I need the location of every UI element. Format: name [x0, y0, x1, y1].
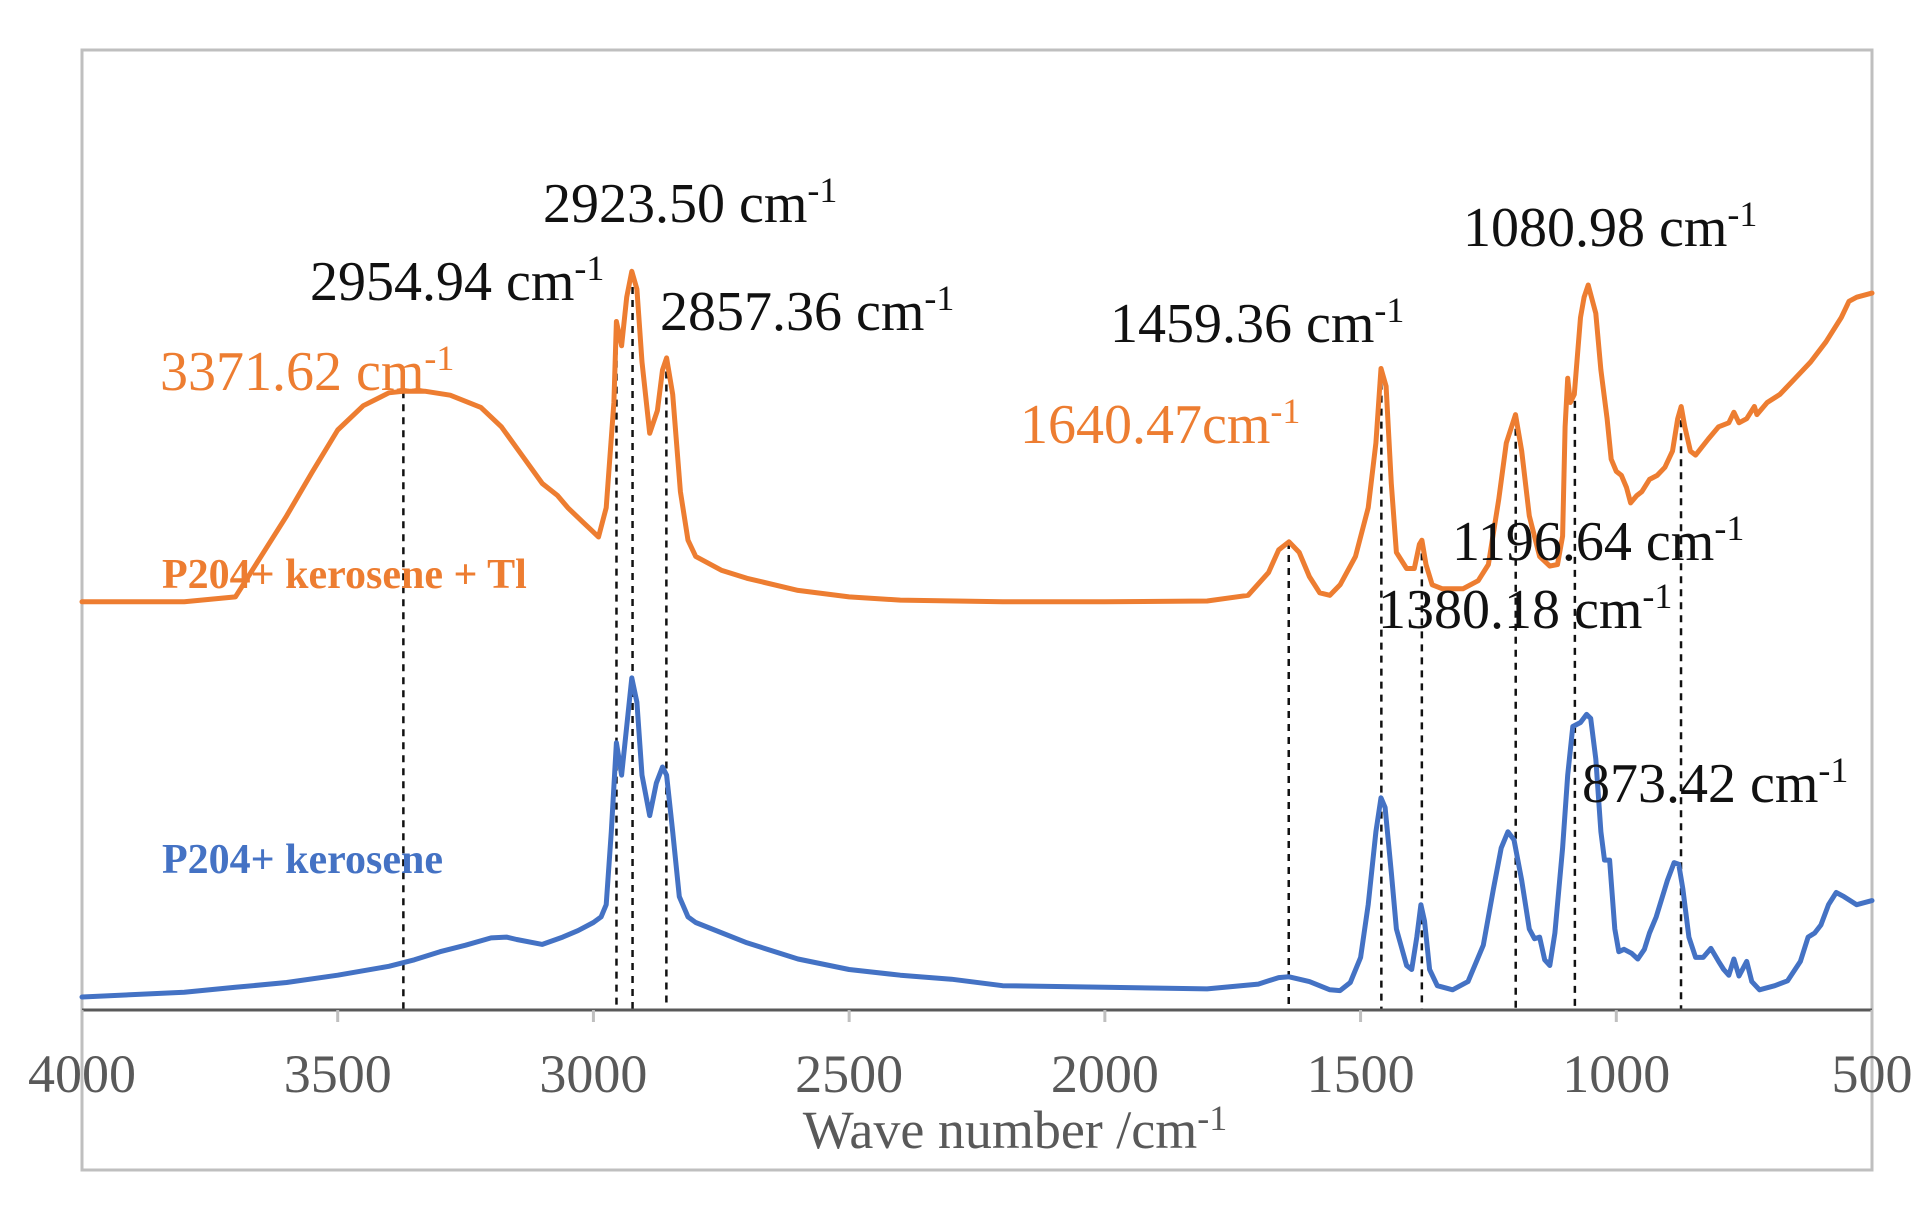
x-axis-title: Wave number /cm-1	[803, 1098, 1228, 1160]
x-tick-label-4000: 4000	[28, 1044, 136, 1104]
peak-label-1380: 1380.18 cm-1	[1378, 576, 1672, 641]
series-line-tl	[79, 268, 1875, 605]
peak-label-1196: 1196.64 cm-1	[1452, 508, 1744, 573]
x-axis-title-sup: -1	[1197, 1098, 1227, 1138]
x-tick-label-2000: 2000	[1051, 1044, 1159, 1104]
peak-label-1080: 1080.98 cm-1	[1463, 194, 1757, 259]
peak-label-1640: 1640.47cm-1	[1020, 391, 1300, 456]
peak-label-1459: 1459.36 cm-1	[1110, 290, 1404, 355]
x-tick-label-500: 500	[1832, 1044, 1913, 1104]
peak-label-873: 873.42 cm-1	[1582, 750, 1848, 815]
x-tick-label-3000: 3000	[539, 1044, 647, 1104]
series-line-base	[79, 675, 1875, 1000]
peak-label-2857: 2857.36 cm-1	[660, 278, 954, 343]
peak-label-3371: 3371.62 cm-1	[160, 338, 454, 403]
x-tick-label-1000: 1000	[1562, 1044, 1670, 1104]
x-tick-label-2500: 2500	[795, 1044, 903, 1104]
x-axis-title-main: Wave number /cm	[803, 1100, 1198, 1160]
peak-label-2923: 2923.50 cm-1	[543, 170, 837, 235]
x-axis-ticks: 4000 3500 3000 2500 2000 1500 1000 500	[28, 1010, 1913, 1104]
peak-label-2954: 2954.94 cm-1	[310, 248, 604, 313]
x-tick-label-3500: 3500	[284, 1044, 392, 1104]
series-label-tl: P204+ kerosene + Tl	[162, 552, 527, 598]
series-lines	[79, 268, 1875, 1000]
series-label-base: P204+ kerosene	[162, 837, 443, 883]
marker-lines	[402, 273, 1683, 1010]
x-tick-label-1500: 1500	[1307, 1044, 1415, 1104]
